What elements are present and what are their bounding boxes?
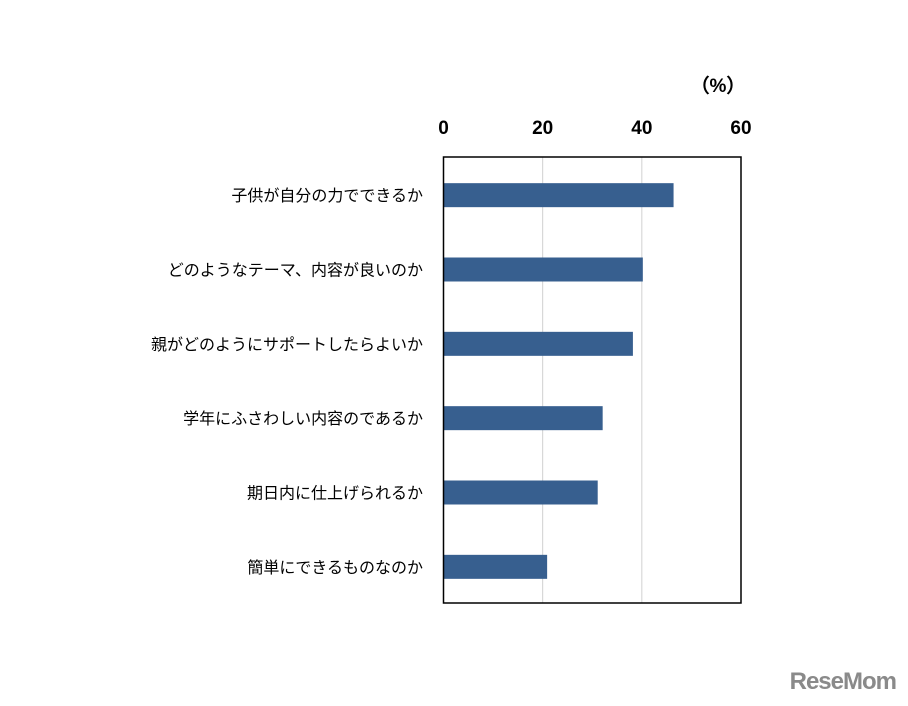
- resemom-logo: ReseMom: [789, 668, 897, 695]
- category-label: 親がどのようにサポートしたらよいか: [151, 335, 423, 354]
- x-tick-label: 0: [438, 118, 449, 139]
- x-tick-label: 40: [631, 118, 652, 139]
- bar: [443, 406, 603, 431]
- category-label: どのようなテーマ、内容が良いのか: [168, 261, 423, 280]
- bar: [443, 183, 674, 208]
- unit-label: （%）: [691, 74, 746, 97]
- bar: [443, 554, 548, 579]
- bar: [443, 480, 598, 505]
- category-label: 期日内に仕上げられるか: [247, 484, 423, 503]
- bar: [443, 331, 633, 356]
- x-tick-label: 20: [532, 118, 553, 139]
- bar: [443, 257, 643, 282]
- plot-frame: [442, 156, 742, 604]
- category-label: 簡単にできるものなのか: [247, 558, 423, 577]
- category-label: 子供が自分の力でできるか: [231, 186, 423, 205]
- category-label: 学年にふさわしい内容のであるか: [183, 409, 423, 428]
- x-tick-label: 60: [730, 118, 751, 139]
